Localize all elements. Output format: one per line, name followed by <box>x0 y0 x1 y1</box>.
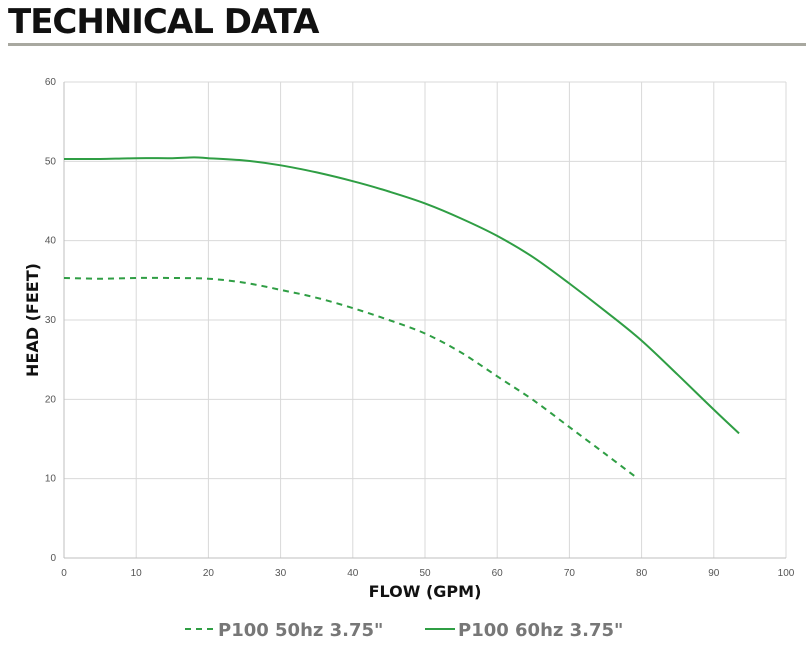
grid <box>64 81 787 558</box>
x-tick-label: 70 <box>564 568 576 579</box>
y-tick-label: 0 <box>50 553 56 564</box>
y-axis-title: HEAD (FEET) <box>23 263 42 377</box>
x-tick-label: 80 <box>636 568 648 579</box>
x-tick-label: 100 <box>778 568 795 579</box>
y-tick-label: 40 <box>45 236 57 247</box>
x-axis-title: FLOW (GPM) <box>369 582 482 601</box>
x-tick-label: 30 <box>275 568 287 579</box>
page-title: TECHNICAL DATA <box>8 2 319 42</box>
y-tick-label: 60 <box>45 77 57 88</box>
legend-label-2: P100 60hz 3.75" <box>458 620 623 641</box>
x-tick-label: 50 <box>419 568 431 579</box>
y-tick-label: 30 <box>45 315 57 326</box>
title-divider <box>8 43 806 46</box>
y-tick-label: 10 <box>45 474 57 485</box>
y-tick-label: 20 <box>45 394 57 405</box>
tick-labels: 0 10 20 30 40 50 60 0 10 20 30 40 50 60 70 80 90 100 <box>45 77 795 579</box>
x-tick-label: 10 <box>131 568 143 579</box>
series-line-1 <box>63 276 639 480</box>
legend-label-1: P100 50hz 3.75" <box>218 620 383 641</box>
x-tick-label: 20 <box>203 568 215 579</box>
x-tick-label: 0 <box>61 568 67 579</box>
x-tick-label: 60 <box>492 568 504 579</box>
series-lines <box>63 156 740 480</box>
x-tick-label: 40 <box>347 568 359 579</box>
series-line-2 <box>63 156 740 435</box>
x-tick-label: 90 <box>708 568 720 579</box>
y-tick-label: 50 <box>45 156 57 167</box>
legend: P100 50hz 3.75" P100 60hz 3.75" <box>185 620 623 641</box>
axes <box>63 82 786 559</box>
